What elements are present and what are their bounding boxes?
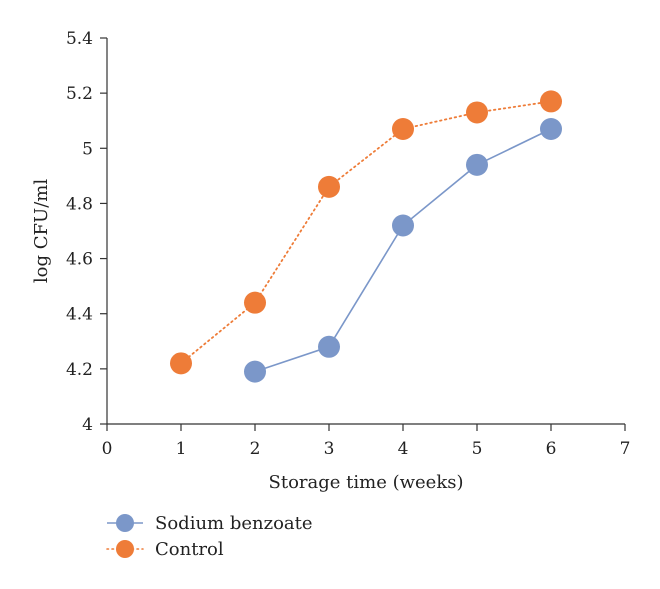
series-line — [254, 128, 552, 373]
x-tick-label: 2 — [250, 439, 261, 459]
x-tick-label: 3 — [324, 439, 335, 459]
series-layer — [170, 90, 562, 383]
data-point — [392, 214, 414, 237]
legend-item: Sodium benzoate — [107, 513, 313, 534]
x-tick-label: 0 — [102, 439, 113, 459]
y-axis-title: log CFU/ml — [31, 179, 52, 283]
y-tick-label: 4 — [82, 415, 93, 435]
data-point — [244, 291, 266, 314]
y-tick-label: 4.4 — [66, 305, 93, 325]
x-axis-title: Storage time (weeks) — [269, 472, 464, 493]
y-tick-label: 5.2 — [66, 84, 93, 104]
axes — [106, 38, 625, 425]
y-tick-label: 5 — [82, 139, 93, 159]
data-point — [318, 335, 340, 358]
x-tick-label: 6 — [546, 439, 557, 459]
y-tick-label: 4.2 — [66, 360, 93, 380]
x-tick-label: 1 — [176, 439, 187, 459]
y-tick-label: 4.8 — [66, 194, 93, 214]
legend-marker — [116, 514, 134, 532]
data-point — [466, 153, 488, 176]
x-tick-label: 5 — [472, 439, 483, 459]
data-point — [244, 360, 266, 383]
legend: Sodium benzoate Control — [106, 513, 313, 560]
legend-marker — [116, 540, 134, 558]
legend-label: Sodium benzoate — [155, 513, 313, 534]
data-point — [318, 175, 340, 198]
data-point — [466, 101, 488, 124]
legend-label: Control — [155, 539, 224, 560]
y-tick-label: 5.4 — [66, 29, 93, 49]
series-0 — [244, 117, 562, 383]
data-point — [540, 90, 562, 113]
x-tick-label: 7 — [620, 439, 631, 459]
legend-item: Control — [106, 539, 224, 560]
x-axis-ticks: 0 1 2 3 4 5 6 7 — [102, 424, 631, 459]
y-axis-ticks: 4 4.2 4.4 4.6 4.8 5 5.2 5.4 — [66, 29, 107, 435]
y-tick-label: 4.6 — [66, 250, 93, 270]
series-1 — [170, 90, 562, 375]
x-tick-label: 4 — [398, 439, 409, 459]
data-point — [392, 117, 414, 140]
data-point — [540, 117, 562, 140]
series-line — [180, 100, 552, 365]
data-point — [170, 352, 192, 375]
